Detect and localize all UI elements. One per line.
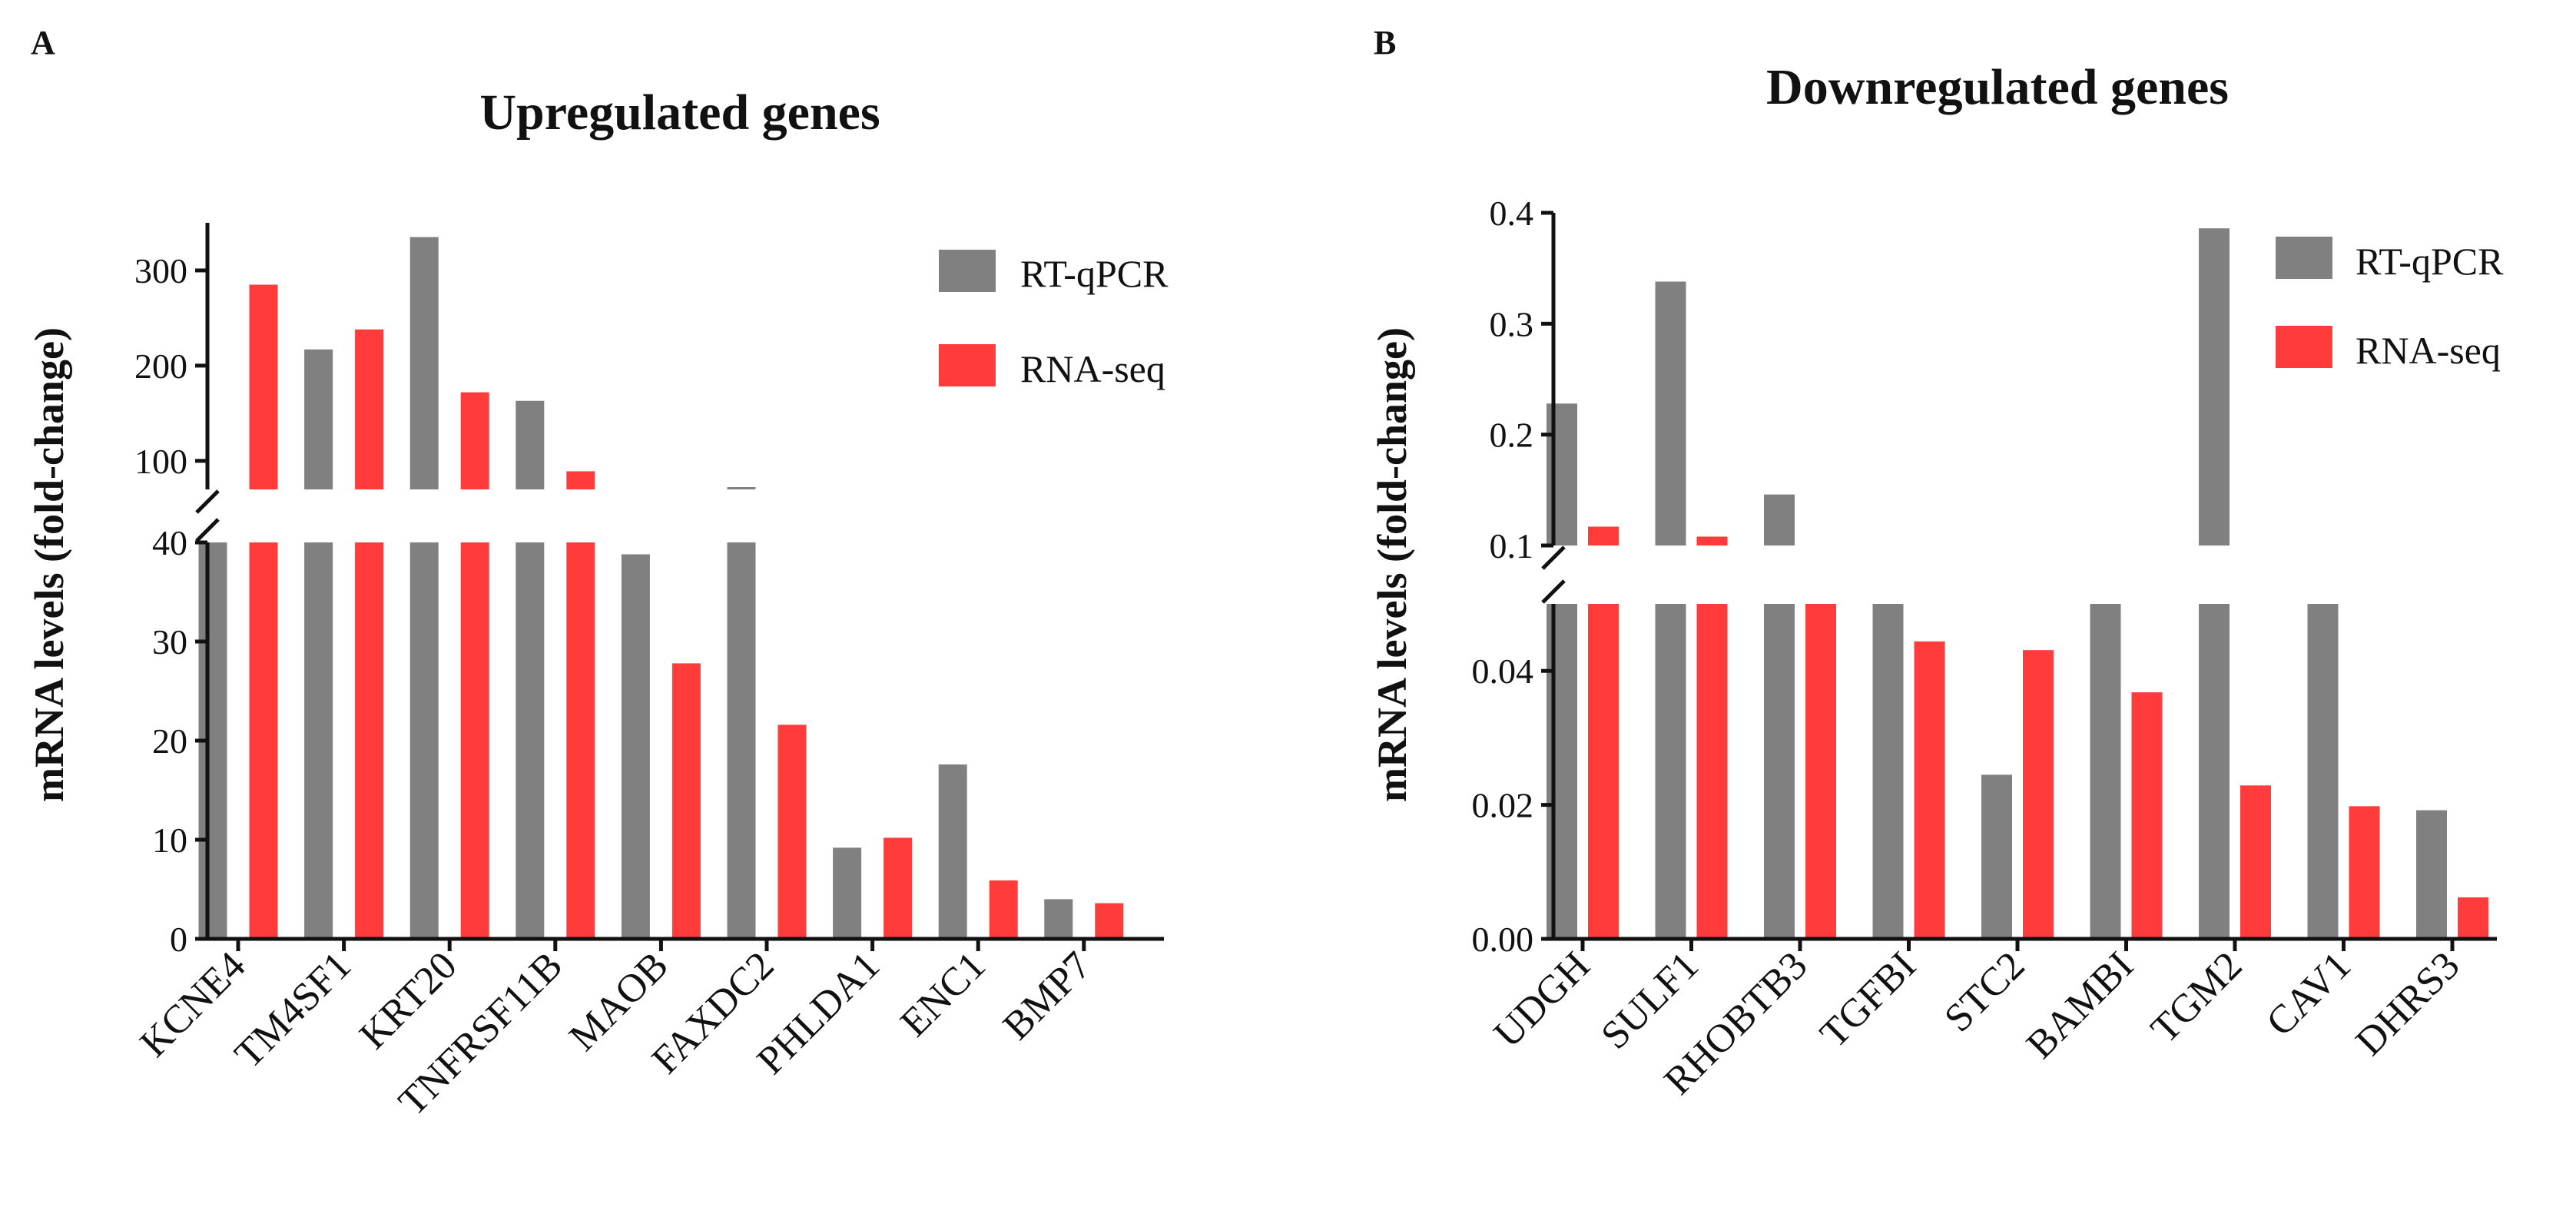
bar-krt20-rt-qpcr-upper bbox=[409, 237, 439, 489]
bar-rhobtb3-rna-seq bbox=[1805, 604, 1836, 939]
bar-udgh-rna-seq-lower bbox=[1588, 604, 1619, 939]
bar-udgh-rt-qpcr-lower bbox=[1547, 604, 1577, 939]
y-tick-label: 30 bbox=[152, 622, 187, 662]
legend-label-rt-qpcr: RT-qPCR bbox=[2356, 240, 2504, 283]
x-tick-label: BAMBI bbox=[2018, 943, 2142, 1067]
y-tick-label: 0.04 bbox=[1472, 652, 1534, 691]
y-tick-label: 0.02 bbox=[1472, 786, 1534, 825]
y-tick-label: 40 bbox=[152, 523, 187, 562]
x-tick-label: ENC1 bbox=[892, 943, 993, 1045]
bar-sulf1-rna-seq-lower bbox=[1696, 604, 1728, 939]
panel-a-y-axis-label: mRNA levels (fold-change) bbox=[26, 327, 72, 802]
bar-maob-rna-seq bbox=[671, 663, 701, 939]
bar-krt20-rna-seq-lower bbox=[460, 542, 489, 939]
bar-enc1-rna-seq bbox=[989, 880, 1018, 939]
x-tick-label: TM4SF1 bbox=[227, 943, 360, 1076]
bar-bambi-rna-seq bbox=[2131, 692, 2163, 939]
bar-tgm2-rt-qpcr-lower bbox=[2199, 604, 2230, 939]
y-tick-label: 0 bbox=[170, 920, 187, 959]
legend-label-rna-seq: RNA-seq bbox=[2356, 329, 2501, 372]
axis-break-mark bbox=[1541, 579, 1566, 604]
y-tick-label: 300 bbox=[134, 251, 187, 290]
axis-break-mark bbox=[195, 489, 220, 514]
panel-a-legend: RT-qPCR RNA-seq bbox=[939, 250, 1169, 390]
bar-tm4sf1-rt-qpcr-upper bbox=[304, 349, 333, 489]
legend-swatch-rna-seq bbox=[2276, 326, 2332, 368]
bar-bmp7-rt-qpcr bbox=[1044, 899, 1073, 939]
legend-swatch-rt-qpcr bbox=[939, 250, 996, 292]
y-tick-label: 200 bbox=[134, 347, 187, 386]
y-tick-label: 0.3 bbox=[1490, 304, 1534, 343]
bar-tnfrsf11b-rna-seq-upper bbox=[566, 471, 595, 489]
y-tick-label: 0.1 bbox=[1490, 526, 1534, 565]
bar-bmp7-rna-seq bbox=[1095, 903, 1124, 939]
panel-b-chart: B Downregulated genes mRNA levels (fold-… bbox=[1369, 24, 2504, 1103]
bar-tnfrsf11b-rt-qpcr-upper bbox=[516, 400, 545, 489]
bar-udgh-rt-qpcr-upper bbox=[1547, 403, 1577, 545]
panel-b-title: Downregulated genes bbox=[1766, 59, 2229, 115]
x-tick-label: TGM2 bbox=[2143, 943, 2250, 1051]
bar-faxdc2-rt-qpcr-upper bbox=[727, 487, 756, 489]
bar-dhrs3-rna-seq bbox=[2458, 897, 2488, 939]
x-tick-label: TGFBI bbox=[1812, 943, 1925, 1056]
bar-tnfrsf11b-rna-seq-lower bbox=[566, 542, 595, 939]
bar-sulf1-rna-seq-upper bbox=[1696, 536, 1728, 545]
bar-kcne4-rna-seq-upper bbox=[249, 284, 278, 489]
x-tick-label: CAV1 bbox=[2258, 943, 2359, 1045]
bar-cav1-rna-seq bbox=[2349, 806, 2380, 939]
bar-sulf1-rt-qpcr-lower bbox=[1655, 604, 1686, 939]
bar-tnfrsf11b-rt-qpcr-lower bbox=[516, 542, 545, 939]
bar-krt20-rna-seq-upper bbox=[460, 392, 489, 489]
bar-udgh-rna-seq-upper bbox=[1588, 526, 1619, 545]
axis-break-mark bbox=[1541, 545, 1566, 570]
panel-a-chart: A Upregulated genes mRNA levels (fold-ch… bbox=[26, 24, 1169, 1124]
bar-rhobtb3-rt-qpcr-upper bbox=[1764, 494, 1795, 545]
legend-swatch-rna-seq bbox=[939, 344, 996, 386]
panel-a-marks: KCNE4TM4SF1KRT20TNFRSF11BMAOBFAXDC2PHLDA… bbox=[132, 223, 1164, 1124]
legend-swatch-rt-qpcr bbox=[2276, 237, 2332, 279]
axis-break-mark bbox=[195, 518, 220, 542]
bar-faxdc2-rt-qpcr-lower bbox=[727, 542, 756, 939]
panel-b-y-axis-label: mRNA levels (fold-change) bbox=[1369, 327, 1415, 802]
bar-maob-rt-qpcr bbox=[621, 554, 650, 939]
bar-tm4sf1-rna-seq-lower bbox=[355, 542, 384, 939]
bar-phlda1-rt-qpcr bbox=[833, 847, 862, 939]
bar-tm4sf1-rt-qpcr-lower bbox=[304, 542, 333, 939]
bar-kcne4-rna-seq-lower bbox=[249, 542, 278, 939]
y-tick-label: 20 bbox=[152, 721, 187, 761]
y-tick-label: 10 bbox=[152, 821, 187, 860]
x-tick-label: UDGH bbox=[1486, 943, 1599, 1056]
panel-b-letter: B bbox=[1374, 24, 1396, 61]
bar-tgm2-rt-qpcr-upper bbox=[2199, 228, 2230, 545]
bar-tgm2-rna-seq bbox=[2240, 785, 2271, 939]
legend-label-rt-qpcr: RT-qPCR bbox=[1020, 252, 1169, 295]
bar-rhobtb3-rt-qpcr-lower bbox=[1764, 604, 1795, 939]
x-tick-label: BMP7 bbox=[995, 943, 1099, 1048]
bar-bambi-rt-qpcr bbox=[2090, 604, 2121, 939]
bar-stc2-rna-seq bbox=[2023, 650, 2054, 939]
bar-sulf1-rt-qpcr-upper bbox=[1655, 281, 1686, 545]
y-tick-label: 100 bbox=[134, 442, 187, 481]
y-tick-label: 0.2 bbox=[1490, 416, 1534, 455]
bar-enc1-rt-qpcr bbox=[938, 764, 967, 939]
y-tick-label: 0.4 bbox=[1490, 194, 1534, 233]
bar-cav1-rt-qpcr bbox=[2307, 604, 2339, 939]
bar-tm4sf1-rna-seq-upper bbox=[355, 329, 384, 489]
x-tick-label: DHRS3 bbox=[2348, 943, 2468, 1064]
bar-dhrs3-rt-qpcr bbox=[2416, 810, 2447, 939]
bar-faxdc2-rna-seq bbox=[777, 725, 807, 939]
bar-tgfbi-rt-qpcr bbox=[1872, 604, 1904, 939]
x-tick-label: STC2 bbox=[1936, 943, 2033, 1040]
bar-stc2-rt-qpcr bbox=[1981, 774, 2012, 939]
panel-a-letter: A bbox=[31, 24, 55, 61]
panel-b-legend: RT-qPCR RNA-seq bbox=[2276, 237, 2504, 372]
bar-phlda1-rna-seq bbox=[884, 837, 913, 939]
legend-label-rna-seq: RNA-seq bbox=[1020, 347, 1165, 390]
bar-tgfbi-rna-seq bbox=[1914, 641, 1945, 939]
bar-krt20-rt-qpcr-lower bbox=[409, 542, 439, 939]
panel-a-title: Upregulated genes bbox=[479, 85, 880, 141]
y-tick-label: 0.00 bbox=[1472, 920, 1534, 959]
